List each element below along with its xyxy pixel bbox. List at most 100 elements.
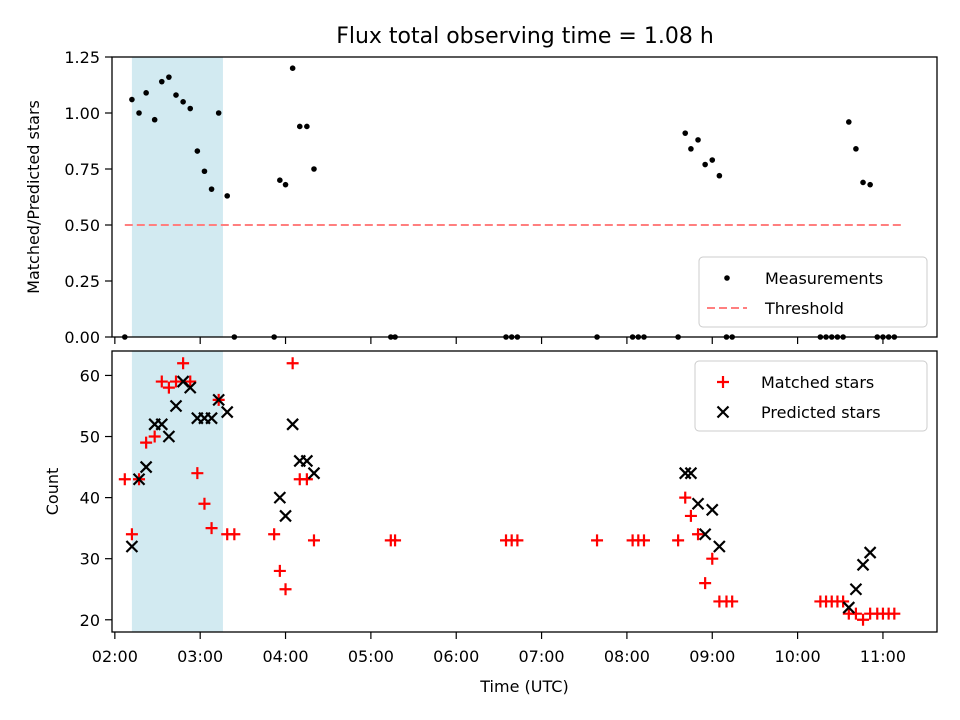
measurement-point <box>695 137 701 143</box>
y-tick-label: 50 <box>80 428 100 447</box>
measurement-point <box>311 166 317 172</box>
predicted-star-point <box>678 466 692 480</box>
measurement-point <box>682 130 689 136</box>
predicted-star-point <box>705 503 719 517</box>
matched-star-point <box>679 491 692 504</box>
matched-star-point <box>155 375 168 388</box>
matched-star-point <box>684 509 697 522</box>
measurement-point <box>860 179 866 186</box>
predicted-star-point <box>205 411 218 425</box>
measurement-point <box>208 186 215 192</box>
measurement-point <box>304 123 310 130</box>
measurement-point <box>129 96 135 103</box>
predicted-star-point <box>842 601 856 614</box>
matched-star-point <box>228 528 241 541</box>
x-axis-label: Time (UTC) <box>479 677 568 696</box>
x-tick-label: 06:00 <box>433 647 479 666</box>
matched-star-point <box>286 357 299 370</box>
predicted-star-point <box>162 430 176 443</box>
y-tick-label: 0.50 <box>64 216 100 235</box>
y-axis-label: Matched/Predicted stars <box>24 100 43 294</box>
panel-count: 20 30 40 50 60 02:00 03:00 04:00 05:00 06:00 07:00… <box>43 350 938 696</box>
legend-label: Threshold <box>764 299 844 318</box>
matched-star-point <box>125 528 138 541</box>
measurement-point <box>282 181 289 188</box>
legend-frame <box>694 360 928 432</box>
predicted-star-point <box>684 466 698 480</box>
predicted-star-point <box>856 558 870 572</box>
measurement-point <box>716 172 723 179</box>
matched-star-point <box>198 497 211 510</box>
measurement-point <box>867 181 873 188</box>
y-tick-label: 0.75 <box>64 160 100 179</box>
matched-star-point <box>300 473 313 486</box>
matched-star-point <box>191 467 204 480</box>
y-tick-label: 1.25 <box>64 48 100 67</box>
measurement-point <box>180 99 186 105</box>
measurement-point <box>709 157 716 163</box>
measurement-point <box>846 119 852 125</box>
legend-frame <box>698 256 928 328</box>
matched-star-point <box>692 528 705 541</box>
series-predicted-stars <box>125 375 877 614</box>
predicted-star-point <box>139 460 153 474</box>
predicted-star-point <box>132 473 146 486</box>
legend-measurement-swatch <box>724 275 730 281</box>
x-tick-label: 05:00 <box>348 647 394 666</box>
legend-label: Predicted stars <box>761 403 881 422</box>
x-tick-label: 10:00 <box>775 647 821 666</box>
matched-star-point <box>118 473 131 486</box>
matched-star-point <box>857 613 870 626</box>
legend-matched-swatch <box>717 376 729 388</box>
x-tick-label: 03:00 <box>177 647 223 666</box>
predicted-star-point <box>849 582 863 596</box>
matched-star-point <box>279 583 292 596</box>
y-tick-label: 40 <box>80 489 100 508</box>
matched-star-point <box>699 577 712 590</box>
highlight-span <box>131 57 223 337</box>
predicted-star-point <box>698 527 712 541</box>
matched-star-point <box>591 534 604 547</box>
series-measurements <box>122 65 898 340</box>
matched-star-point <box>162 381 175 394</box>
measurement-point <box>853 146 859 152</box>
matched-star-point <box>148 430 161 443</box>
matched-star-point <box>706 552 719 565</box>
matched-star-point <box>389 534 402 547</box>
panel-ratio: 0.00 0.25 0.50 0.75 1.00 1.25 Matched/Predicte… <box>24 48 938 347</box>
x-tick-label: 02:00 <box>92 647 138 666</box>
predicted-star-point <box>169 399 183 413</box>
matched-star-point <box>672 534 685 547</box>
matched-star-point <box>511 534 524 547</box>
matched-star-point <box>837 595 850 608</box>
legend-label: Matched stars <box>761 373 874 392</box>
y-tick-label: 0.25 <box>64 272 100 291</box>
measurement-point <box>166 74 172 80</box>
measurement-point <box>173 92 179 98</box>
measurement-point <box>702 161 708 168</box>
measurement-point <box>289 65 296 71</box>
matched-star-point <box>205 522 218 535</box>
legend: Matched stars Predicted stars <box>694 360 928 432</box>
x-tick-label: 08:00 <box>604 647 650 666</box>
x-tick-label: 11:00 <box>860 647 906 666</box>
y-tick-label: 0.00 <box>64 328 100 347</box>
x-tick-label: 07:00 <box>519 647 565 666</box>
legend-label: Measurements <box>765 269 883 288</box>
y-axis-label: Count <box>43 468 62 516</box>
predicted-star-point <box>273 491 287 504</box>
matched-star-point <box>307 534 320 547</box>
matched-star-point <box>726 595 739 608</box>
predicted-star-point <box>307 466 321 480</box>
matched-star-point <box>273 564 286 577</box>
measurement-point <box>187 105 194 112</box>
matched-star-point <box>140 436 153 449</box>
predicted-star-point <box>863 546 877 559</box>
axes-frame <box>111 56 938 338</box>
predicted-star-point <box>286 418 299 431</box>
axes-frame <box>111 350 938 633</box>
y-tick-label: 1.00 <box>64 104 100 123</box>
measurement-point <box>688 146 694 152</box>
matched-star-point <box>888 607 901 620</box>
